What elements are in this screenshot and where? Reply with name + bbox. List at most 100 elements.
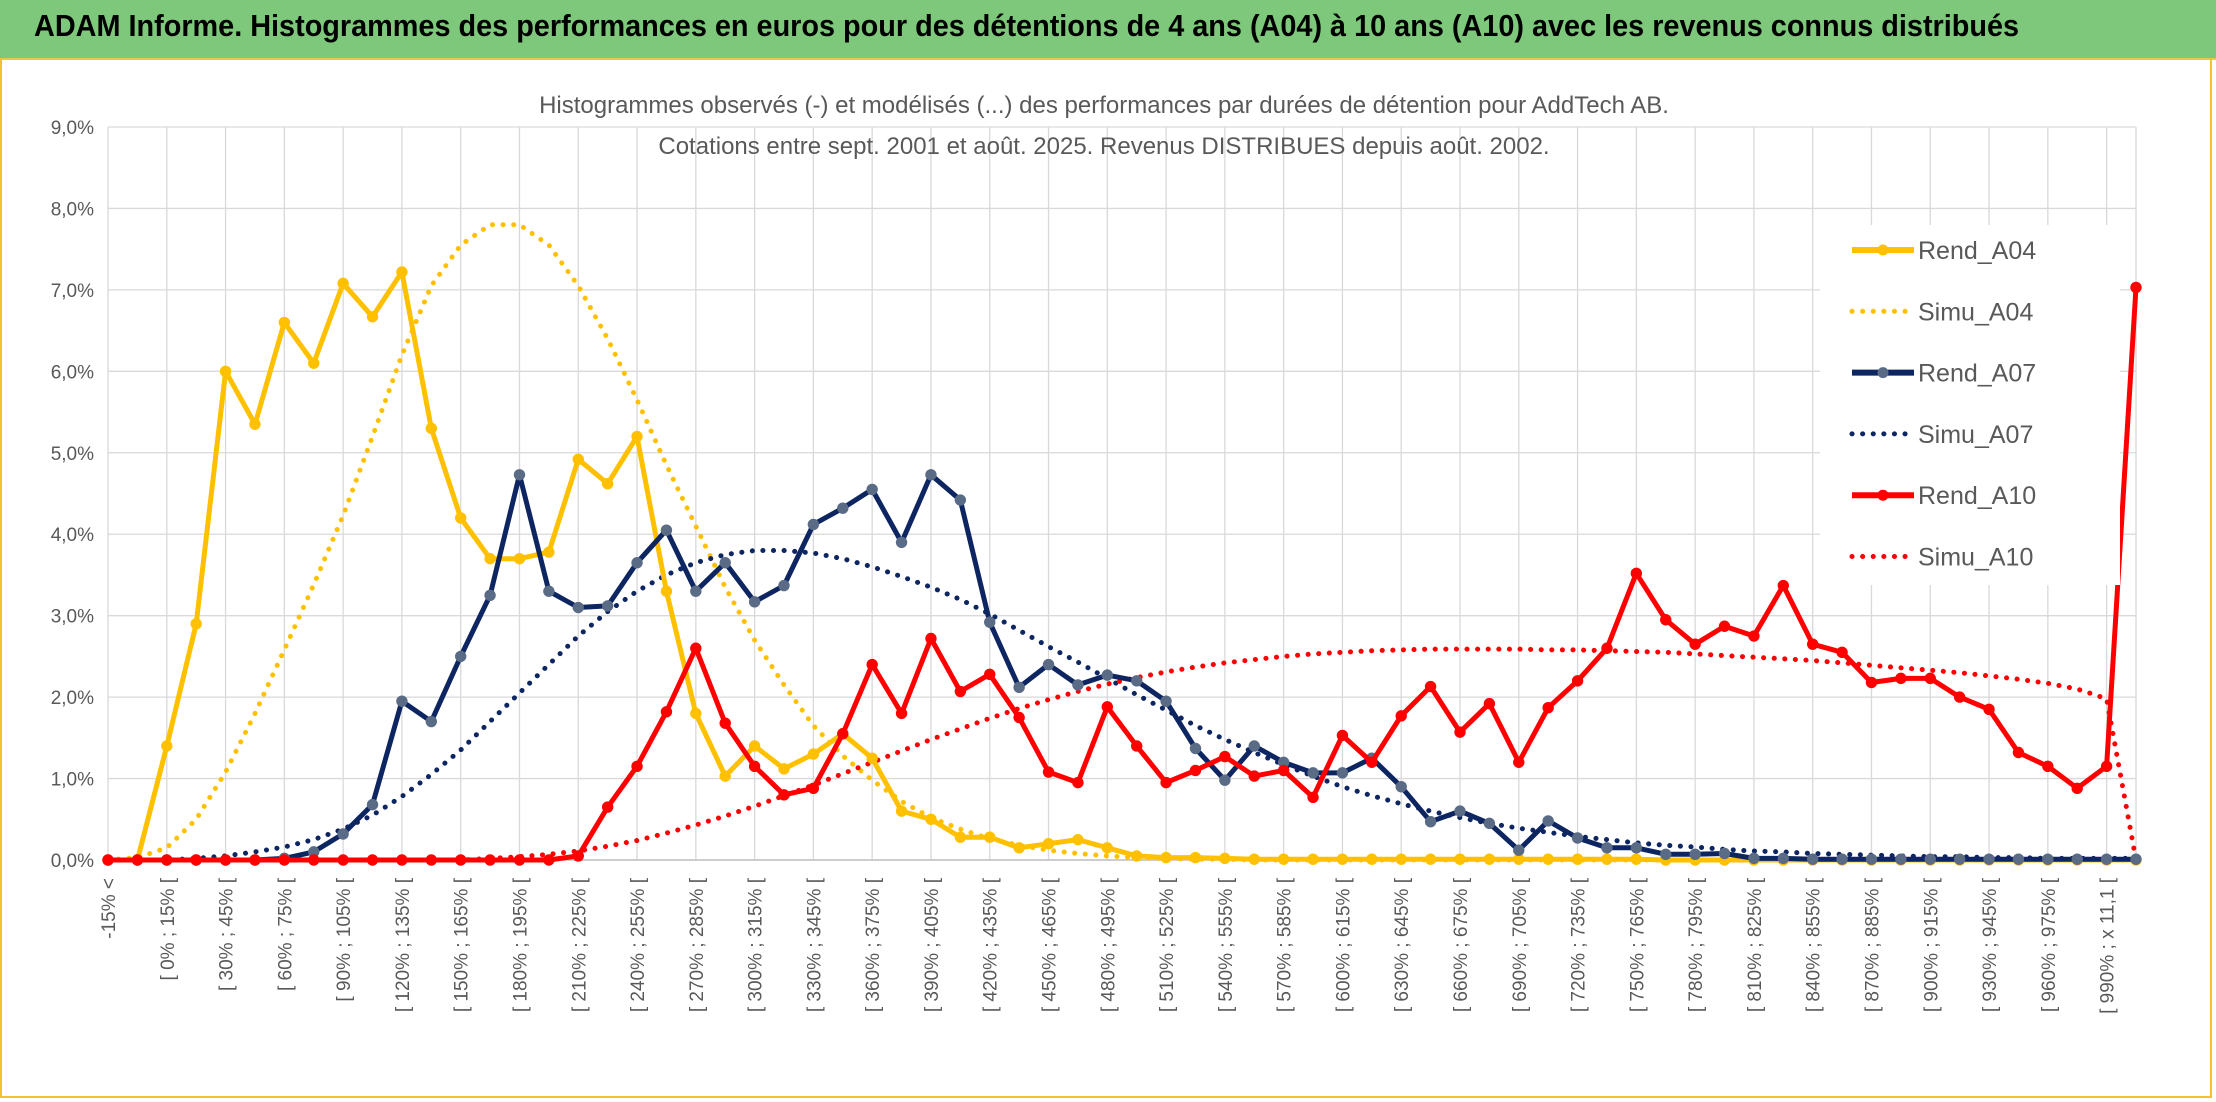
page-title: ADAM Informe. Histogrammes des performan… bbox=[34, 8, 2020, 43]
data-point bbox=[454, 512, 467, 524]
data-point bbox=[1542, 815, 1554, 827]
series-simu-a10 bbox=[105, 646, 2139, 863]
data-point bbox=[2012, 746, 2025, 759]
data-point bbox=[1130, 675, 1143, 687]
legend-item-rend-a07[interactable]: Rend_A07 bbox=[1852, 360, 2036, 388]
series-line bbox=[105, 548, 2139, 863]
legend-item-simu-a07[interactable]: Simu_A07 bbox=[1849, 421, 2033, 449]
data-point bbox=[807, 782, 820, 795]
data-point bbox=[1601, 853, 1613, 865]
data-point bbox=[1806, 638, 1819, 650]
data-point bbox=[161, 854, 173, 866]
data-point bbox=[984, 831, 996, 843]
data-point bbox=[1277, 764, 1290, 777]
legend-item-simu-a04[interactable]: Simu_A04 bbox=[1849, 298, 2033, 326]
data-point bbox=[308, 854, 320, 866]
series-line bbox=[105, 646, 2139, 863]
data-point bbox=[1336, 767, 1349, 779]
chart-title: Histogrammes observés (-) et modélisés (… bbox=[539, 92, 1669, 160]
data-point bbox=[748, 596, 761, 608]
data-point bbox=[1160, 695, 1172, 707]
data-point bbox=[1160, 851, 1172, 864]
data-point bbox=[1336, 729, 1349, 742]
x-tick-label: [ 690% ; 705% [ bbox=[1510, 877, 1531, 1012]
data-point bbox=[2130, 853, 2142, 865]
y-axis: 0,0% 1,0% 2,0% 3,0% 4,0% 5,0% 6,0% 7,0% 8,0% 9,0% bbox=[51, 118, 94, 872]
data-point bbox=[1307, 791, 1319, 803]
data-point bbox=[249, 418, 261, 430]
data-point bbox=[102, 854, 114, 866]
data-point bbox=[1924, 853, 1936, 865]
data-point bbox=[1601, 842, 1613, 854]
legend-item-simu-a10[interactable]: Simu_A10 bbox=[1849, 544, 2033, 572]
data-point bbox=[1630, 842, 1643, 854]
data-point bbox=[1248, 770, 1260, 782]
data-point bbox=[1748, 852, 1760, 865]
data-point bbox=[925, 632, 937, 645]
data-point bbox=[572, 850, 584, 862]
legend-item-rend-a10[interactable]: Rend_A10 bbox=[1852, 482, 2036, 510]
data-point bbox=[1307, 767, 1319, 779]
data-point bbox=[1924, 672, 1936, 685]
data-point bbox=[1219, 750, 1231, 763]
data-point bbox=[1013, 842, 1025, 854]
data-point bbox=[1601, 642, 1613, 654]
x-tick-label: [ 660% ; 675% [ bbox=[1451, 877, 1472, 1012]
data-point bbox=[1895, 853, 1907, 865]
data-point bbox=[1248, 853, 1260, 865]
x-tick-label: [ 180% ; 195% [ bbox=[510, 877, 531, 1012]
data-point bbox=[543, 585, 555, 597]
data-point bbox=[954, 494, 967, 506]
data-point bbox=[1042, 766, 1055, 778]
legend-label: Rend_A04 bbox=[1918, 237, 2036, 265]
x-tick-label: [ 390% ; 405% [ bbox=[922, 877, 943, 1012]
title-banner: ADAM Informe. Histogrammes des performan… bbox=[0, 0, 2216, 60]
data-point bbox=[1542, 853, 1554, 865]
data-point bbox=[219, 365, 232, 378]
data-point bbox=[161, 740, 173, 752]
chart-title-line: Cotations entre sept. 2001 et août. 2025… bbox=[658, 133, 1549, 160]
data-point bbox=[601, 801, 614, 813]
data-point bbox=[1454, 805, 1466, 817]
data-point bbox=[1042, 838, 1055, 850]
y-tick-label: 9,0% bbox=[51, 118, 94, 139]
legend-item-rend-a04[interactable]: Rend_A04 bbox=[1852, 237, 2036, 265]
data-point bbox=[543, 854, 555, 866]
series-simu-a07 bbox=[105, 548, 2139, 863]
x-tick-label: [ 810% ; 825% [ bbox=[1745, 877, 1766, 1012]
data-point bbox=[1689, 848, 1701, 860]
data-point bbox=[1277, 853, 1290, 865]
data-point bbox=[1983, 703, 1995, 716]
data-point bbox=[337, 828, 349, 840]
x-tick-label: [ 600% ; 615% [ bbox=[1333, 877, 1354, 1012]
data-point bbox=[454, 854, 467, 866]
data-point bbox=[837, 728, 849, 740]
data-point bbox=[895, 707, 908, 720]
data-point bbox=[1189, 851, 1202, 864]
data-point bbox=[807, 518, 820, 531]
data-point bbox=[925, 469, 937, 481]
data-point bbox=[308, 357, 320, 369]
data-point bbox=[1424, 680, 1437, 693]
y-tick-label: 2,0% bbox=[51, 688, 94, 709]
legend-background bbox=[1820, 225, 2120, 585]
x-tick-label: [ 0% ; 15% [ bbox=[158, 877, 179, 980]
data-point bbox=[1483, 817, 1496, 830]
data-point bbox=[660, 524, 673, 536]
data-point bbox=[219, 854, 232, 866]
data-point bbox=[719, 717, 731, 729]
data-point bbox=[866, 658, 878, 671]
x-tick-label: [ 240% ; 255% [ bbox=[628, 877, 649, 1012]
legend[interactable]: Rend_A04 Simu_A04 Rend_A07 Simu_A07 Rend_A10… bbox=[1820, 225, 2120, 585]
data-point bbox=[366, 798, 379, 811]
data-point bbox=[601, 478, 614, 490]
data-point bbox=[631, 430, 643, 443]
data-point bbox=[1836, 853, 1848, 865]
data-point bbox=[1983, 853, 1995, 865]
data-point bbox=[1101, 842, 1114, 854]
x-tick-label: [ 270% ; 285% [ bbox=[687, 877, 708, 1012]
x-tick-label: [ 960% ; 975% [ bbox=[2039, 877, 2060, 1012]
y-tick-label: 4,0% bbox=[51, 525, 94, 546]
legend-label: Rend_A10 bbox=[1918, 482, 2036, 510]
data-point bbox=[1366, 756, 1378, 768]
